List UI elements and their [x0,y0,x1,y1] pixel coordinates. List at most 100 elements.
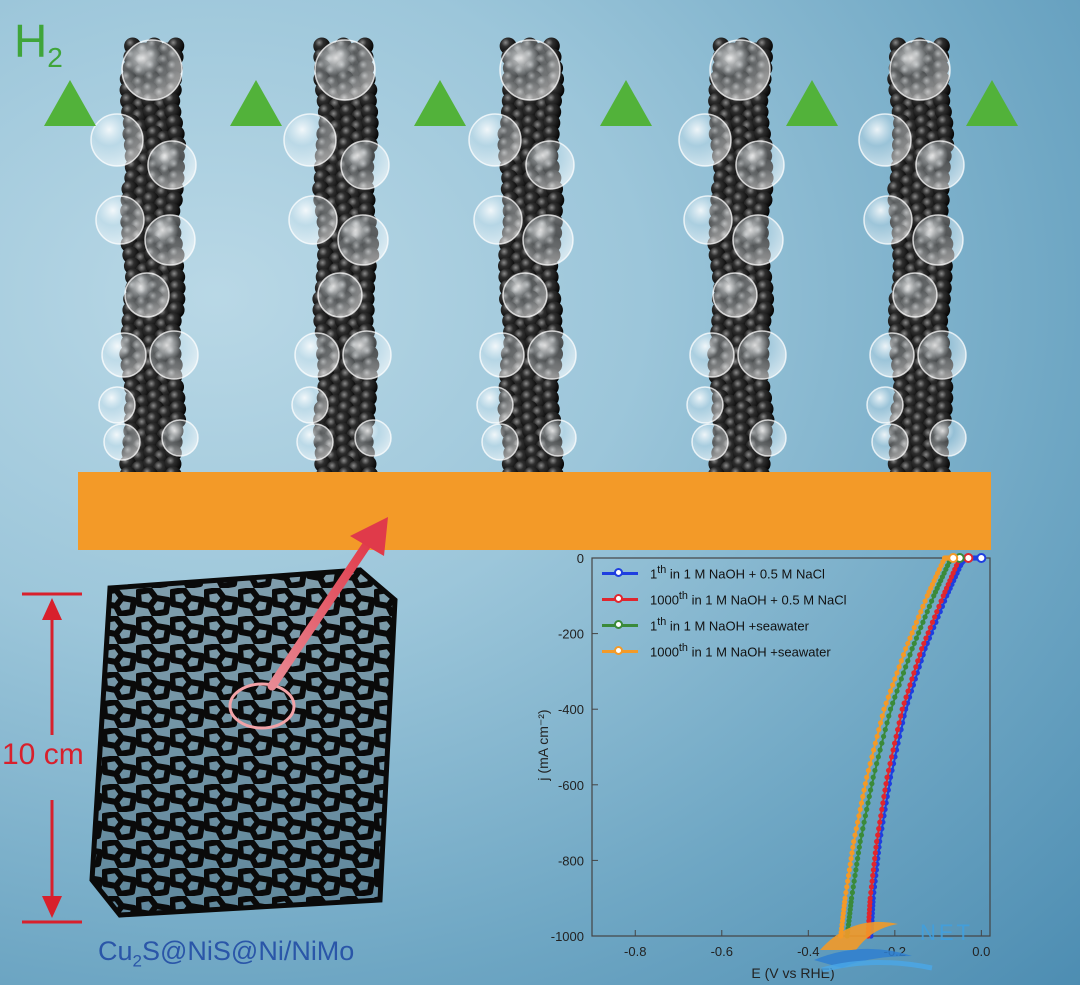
series-point [892,676,898,682]
legend-marker [614,568,623,577]
h2-bubble [476,386,514,424]
h2-bubble [522,214,574,266]
h2-bubble [709,39,771,101]
series-point [870,774,876,780]
nanowire [858,37,967,489]
series-curve [844,553,965,939]
h2-bubble [340,140,390,190]
x-axis-label: E (V vs RHE) [751,965,834,981]
series-point [879,740,885,746]
h2-bubble [283,113,337,167]
h2-label: H2 [14,14,63,74]
series-point [876,826,882,832]
plot-frame [591,557,991,937]
series-line [846,557,960,937]
legend-sup: th [657,564,667,576]
series-point [924,609,930,615]
series-point [850,844,856,850]
nanowire-array [90,37,967,489]
series-point [841,906,847,913]
h2-main: H [14,15,48,67]
scale-bar [22,592,82,924]
series-point [857,838,863,845]
series-point [872,850,878,856]
h2-arrow [230,80,282,464]
h2-bubble [732,214,784,266]
series-point [841,903,847,909]
h2-arrow [600,80,652,464]
x-tick-label: 0.0 [972,944,990,959]
series-curve [838,553,959,939]
series-point [909,676,915,682]
series-point [847,861,853,867]
series-point [917,652,923,658]
series-point [896,720,902,726]
h2-bubble [525,140,575,190]
series-point [884,774,890,780]
series-point [896,664,902,670]
y-axis-label: j (mA cm⁻²) [535,709,551,781]
series-point [913,619,920,625]
series-point [903,694,909,700]
h2-bubble [98,386,136,424]
series-point [856,844,862,850]
series-point [869,754,875,760]
series-end-marker [976,553,987,563]
series-point [874,761,880,767]
h2-bubble [121,39,183,101]
series-point [868,787,874,793]
series-point [890,682,896,688]
series-point [936,603,942,609]
series-point [839,918,846,924]
h2-bubble [288,195,338,245]
series-point [926,603,933,609]
series-point [848,899,854,905]
series-point [872,767,878,774]
series-point [903,646,909,652]
h2-bubble [889,39,951,101]
h2-bubble [915,140,965,190]
x-tick-label: -0.4 [797,944,819,959]
series-point [877,720,884,726]
magnify-circle [228,682,296,730]
y-tick-label: 0 [577,551,584,566]
series-point [895,727,901,733]
series-point [898,713,904,719]
x-tick-label: -0.6 [711,944,733,959]
h2-bubble [686,386,724,424]
series-point [903,664,909,670]
series-point [905,658,911,664]
foam-electrode [89,567,398,918]
series-point [887,706,894,712]
substrate-bar [78,472,991,550]
series-point [881,706,887,712]
h2-bubble [147,140,197,190]
h2-arrow [44,80,96,464]
series-point [909,630,915,636]
h2-bubble [858,113,912,167]
legend-text: 1 [650,566,658,582]
legend-marker [614,594,623,603]
series-point [864,774,870,780]
series-point [883,700,889,706]
h2-bubble [866,386,904,424]
series-point [862,781,869,787]
h2-bubble [149,330,199,380]
series-point [894,670,900,676]
series-point [852,872,858,879]
series-point [898,658,904,664]
h2-bubble [499,39,561,101]
series-point [918,609,924,615]
h2-arrow [786,80,838,464]
series-point [862,813,869,819]
h2-bubble [124,272,170,318]
h2-bubble [869,332,915,378]
h2-bubble [917,330,967,380]
legend-sup: th [657,616,667,628]
series-point [920,619,926,625]
series-point [894,688,900,694]
series-point [870,872,876,879]
series-point [905,688,911,694]
series-point [858,800,865,806]
